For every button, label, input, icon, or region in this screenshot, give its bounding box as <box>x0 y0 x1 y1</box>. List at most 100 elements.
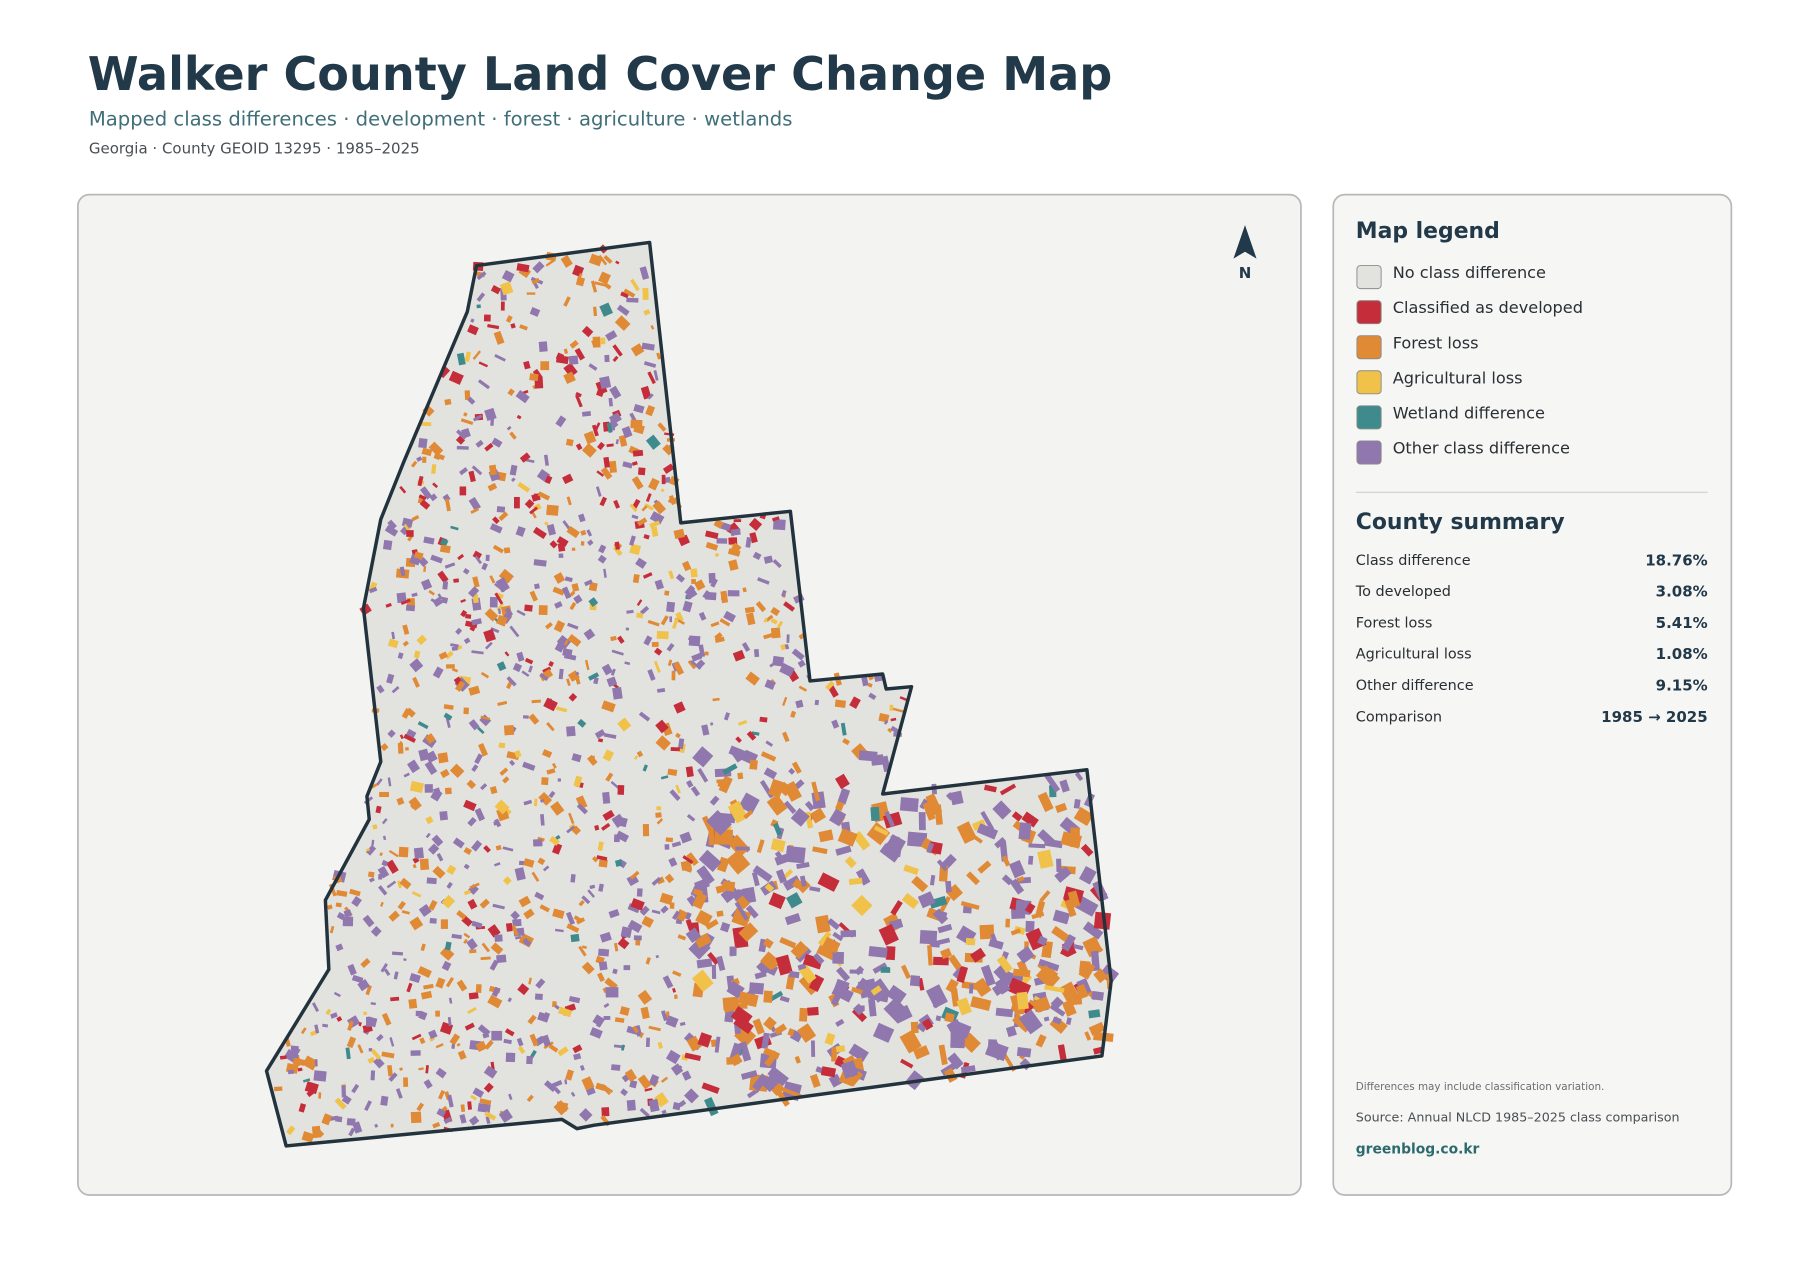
change-patch <box>569 602 577 611</box>
change-patch <box>571 547 576 551</box>
change-patch <box>587 889 595 898</box>
change-patch <box>472 414 483 422</box>
change-patch <box>570 874 576 883</box>
change-patch <box>732 649 746 662</box>
change-patch <box>390 996 400 1002</box>
change-patch <box>487 323 500 330</box>
change-patch <box>880 966 891 973</box>
change-patch <box>399 485 407 494</box>
change-patch <box>605 772 614 782</box>
change-patch <box>660 488 665 493</box>
change-patch <box>387 777 392 787</box>
change-patch <box>476 304 481 309</box>
change-patch <box>734 901 749 921</box>
change-patch <box>575 795 588 810</box>
change-patch <box>940 947 953 960</box>
change-patch <box>711 964 717 979</box>
change-patch <box>468 586 480 598</box>
change-patch <box>470 1094 477 1101</box>
change-patch <box>783 601 796 612</box>
change-patch <box>388 1072 398 1082</box>
change-patch <box>656 688 666 693</box>
change-patch <box>419 499 431 510</box>
change-patch <box>485 1116 491 1124</box>
change-patch <box>664 873 675 884</box>
change-patch <box>900 1058 914 1069</box>
change-patch <box>681 1070 692 1081</box>
change-patch <box>929 895 948 909</box>
change-patch <box>768 778 785 798</box>
change-patch <box>831 719 840 729</box>
change-patch <box>698 611 707 621</box>
change-patch <box>687 635 700 645</box>
change-patch <box>946 1019 963 1036</box>
change-patch <box>743 809 754 820</box>
change-patch <box>509 431 517 440</box>
change-patch <box>540 814 545 826</box>
change-patch <box>471 618 482 626</box>
change-patch <box>592 336 601 348</box>
change-patch <box>595 1082 607 1092</box>
change-patch <box>468 719 480 731</box>
change-patch <box>346 1118 356 1126</box>
change-patch <box>1080 843 1094 857</box>
change-patch <box>444 941 452 951</box>
change-patch <box>624 1068 638 1082</box>
change-patch <box>673 528 685 540</box>
change-patch <box>370 1070 376 1081</box>
change-patch <box>384 524 399 537</box>
change-patch <box>629 535 636 546</box>
summary-value: 1.08% <box>1656 645 1708 663</box>
change-patch <box>405 604 416 612</box>
change-patch <box>767 1066 789 1087</box>
change-patch <box>503 724 515 736</box>
change-patch <box>484 1039 494 1050</box>
change-patch <box>772 519 786 531</box>
change-patch <box>574 675 581 685</box>
change-patch <box>742 587 747 593</box>
change-patch <box>470 318 475 323</box>
change-patch <box>1051 925 1070 942</box>
legend-label: Other class difference <box>1393 439 1570 458</box>
change-patch <box>524 604 533 612</box>
change-patch <box>428 589 435 596</box>
change-patch <box>440 596 449 604</box>
change-patch <box>1018 822 1032 840</box>
change-patch <box>766 794 788 816</box>
change-patch <box>568 812 575 824</box>
change-patch <box>598 254 608 266</box>
change-patch <box>322 1023 329 1028</box>
change-patch <box>945 880 952 893</box>
change-patch <box>444 398 452 406</box>
change-patch <box>631 514 639 520</box>
change-patch <box>854 965 865 976</box>
change-patch <box>1079 960 1091 974</box>
change-patch <box>685 589 698 600</box>
change-patch <box>598 883 604 892</box>
change-patch <box>517 983 530 996</box>
change-patch <box>565 438 574 447</box>
change-patch <box>655 735 671 751</box>
change-patch <box>1012 968 1031 978</box>
change-patch <box>564 576 573 583</box>
change-patch <box>1028 855 1034 865</box>
change-patch <box>840 722 847 736</box>
change-patch <box>665 1049 681 1065</box>
change-patch <box>1088 1009 1101 1019</box>
change-patch <box>591 856 599 863</box>
change-patch <box>760 951 779 971</box>
change-patch <box>398 846 409 858</box>
change-patch <box>772 516 780 522</box>
change-patch <box>637 467 646 476</box>
change-patch <box>555 355 569 365</box>
change-patch <box>682 855 694 865</box>
change-patch <box>844 856 857 869</box>
change-patch <box>509 464 518 476</box>
change-patch <box>653 660 661 673</box>
change-patch <box>528 713 540 725</box>
change-patch <box>483 1065 498 1079</box>
change-patch <box>405 707 416 718</box>
change-patch <box>892 707 906 714</box>
change-patch <box>1025 920 1035 933</box>
